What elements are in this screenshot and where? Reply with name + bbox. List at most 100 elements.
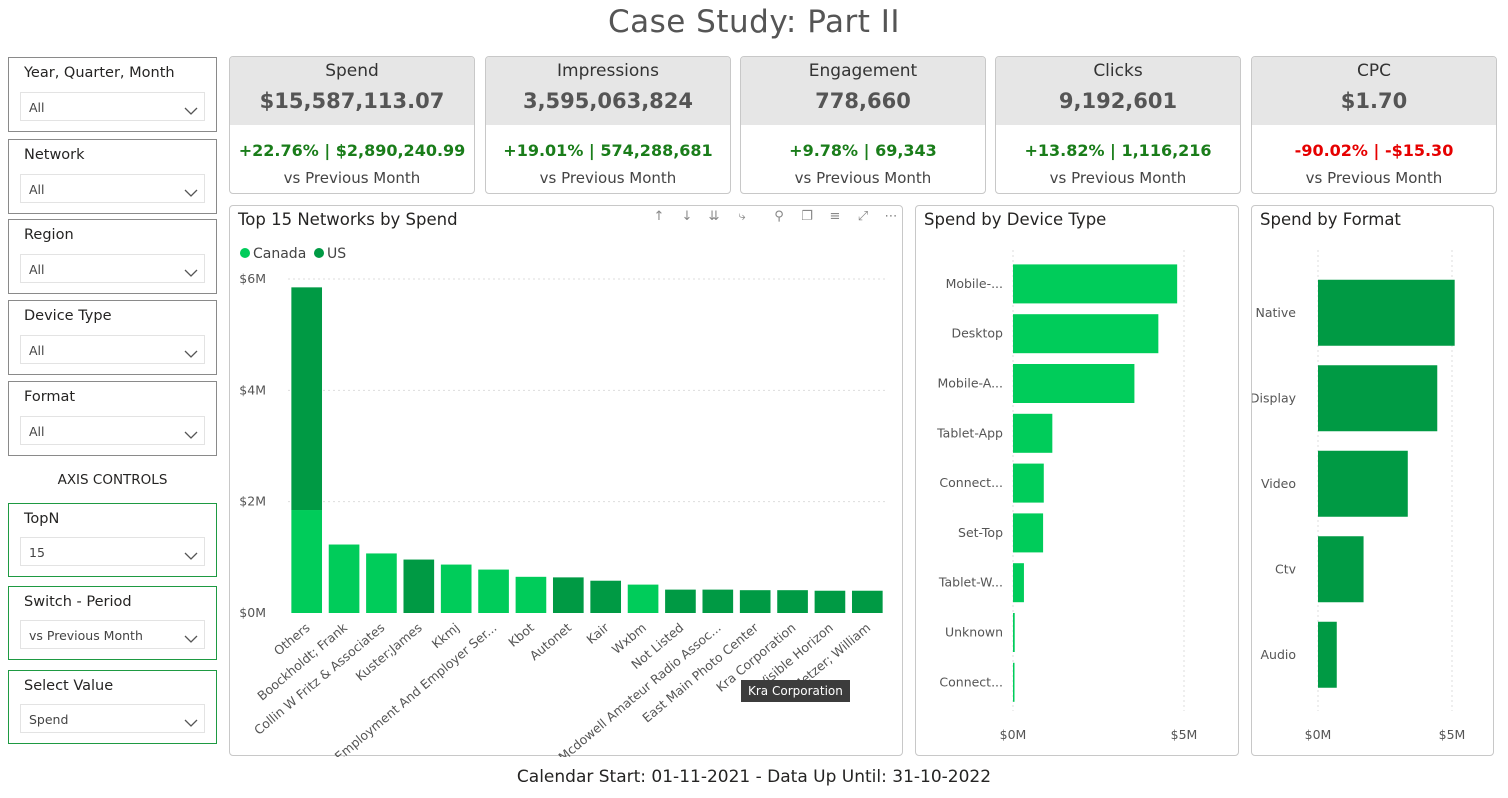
dropdown-value: Spend bbox=[29, 712, 69, 727]
bar-us bbox=[851, 590, 883, 613]
y-tick-label: Video bbox=[1261, 476, 1296, 491]
focus-mode-icon[interactable]: ⤢ bbox=[857, 209, 869, 224]
dropdown-value: 15 bbox=[29, 545, 45, 560]
slicer-label: Year, Quarter, Month bbox=[24, 65, 175, 81]
region-dropdown[interactable]: All bbox=[20, 254, 205, 283]
slicer-label: Format bbox=[24, 389, 76, 405]
bar-us bbox=[777, 590, 808, 613]
chevron-down-icon bbox=[184, 713, 198, 727]
bar bbox=[1318, 450, 1408, 517]
pin-icon[interactable]: ⚲ bbox=[774, 209, 784, 224]
kpi-comparison-label: vs Previous Month bbox=[539, 169, 677, 187]
kpi-value: $1.70 bbox=[1340, 89, 1408, 113]
filter-icon[interactable]: ≡ bbox=[829, 209, 841, 224]
switch-period-dropdown[interactable]: vs Previous Month bbox=[20, 620, 205, 649]
kpi-label: Clicks bbox=[1093, 61, 1143, 81]
y-tick-label: Tablet-W... bbox=[938, 575, 1003, 590]
kpi-delta: +9.78% | 69,343 bbox=[789, 141, 937, 160]
kpi-delta: +22.76% | $2,890,240.99 bbox=[238, 141, 466, 160]
kpi-card-clicks: Clicks 9,192,601 +13.82% | 1,116,216 vs Pre… bbox=[995, 56, 1241, 194]
kpi-comparison-label: vs Previous Month bbox=[283, 169, 421, 187]
kpi-label: Impressions bbox=[557, 61, 659, 81]
bar bbox=[1013, 662, 1015, 702]
x-tick-label: $0M bbox=[1000, 727, 1027, 742]
y-tick-label: Connect... bbox=[939, 674, 1003, 689]
bar-canada bbox=[291, 510, 323, 613]
chart-title: Top 15 Networks by Spend bbox=[238, 210, 458, 229]
kpi-card-engagement: Engagement 778,660 +9.78% | 69,343 vs Previ… bbox=[740, 56, 986, 194]
bar bbox=[1013, 314, 1159, 354]
format-slicer: Format All bbox=[8, 381, 217, 456]
kpi-comparison-label: vs Previous Month bbox=[794, 169, 932, 187]
bar-canada bbox=[366, 553, 397, 613]
legend-marker bbox=[240, 248, 250, 258]
chevron-down-icon bbox=[184, 183, 198, 197]
bar-us bbox=[403, 559, 435, 613]
legend-marker bbox=[314, 248, 324, 258]
format-dropdown[interactable]: All bbox=[20, 416, 205, 445]
kpi-delta: +19.01% | 574,288,681 bbox=[503, 141, 713, 160]
y-tick-label: Mobile-A... bbox=[938, 376, 1004, 391]
bar-canada bbox=[478, 569, 509, 613]
chevron-down-icon bbox=[184, 546, 198, 560]
topn-dropdown[interactable]: 15 bbox=[20, 537, 205, 566]
sort-descending-icon[interactable]: ↓ bbox=[681, 209, 693, 224]
slicer-label: Device Type bbox=[24, 308, 112, 324]
chevron-down-icon bbox=[184, 344, 198, 358]
x-tick-label: Kuster;James bbox=[353, 620, 425, 684]
y-tick-label: Display bbox=[1252, 390, 1297, 405]
bar-us bbox=[739, 590, 771, 613]
y-tick-label: Set-Top bbox=[958, 525, 1003, 540]
device-type-chart[interactable]: Spend by Device Type $0M $5M Mobile-... Des… bbox=[915, 205, 1239, 756]
device-type-dropdown[interactable]: All bbox=[20, 335, 205, 364]
select-value-slicer: Select Value Spend bbox=[8, 670, 217, 744]
chart-title: Spend by Format bbox=[1260, 210, 1401, 229]
format-chart[interactable]: Spend by Format $0M $5M Native Display Video… bbox=[1251, 205, 1494, 756]
dropdown-value: vs Previous Month bbox=[29, 628, 143, 643]
slicer-label: Switch - Period bbox=[24, 594, 132, 610]
bar-us bbox=[814, 590, 846, 613]
bar-canada bbox=[515, 576, 547, 613]
chevron-down-icon bbox=[184, 425, 198, 439]
dropdown-value: All bbox=[29, 424, 45, 439]
legend-label: Canada bbox=[253, 246, 306, 262]
chart-title: Spend by Device Type bbox=[924, 210, 1107, 229]
copy-icon[interactable]: ❐ bbox=[801, 209, 813, 224]
x-tick-label: Autonet bbox=[527, 620, 575, 663]
bar bbox=[1318, 365, 1438, 432]
more-options-icon[interactable]: ⋯ bbox=[884, 209, 898, 224]
bar-us bbox=[291, 287, 323, 511]
kpi-delta: -90.02% | -$15.30 bbox=[1294, 141, 1454, 160]
y-tick-label: $6M bbox=[239, 271, 266, 286]
chevron-down-icon bbox=[184, 263, 198, 277]
kpi-header bbox=[996, 57, 1240, 125]
y-tick-label: Unknown bbox=[945, 625, 1003, 640]
kpi-header bbox=[486, 57, 730, 125]
drill-down-icon[interactable]: ⤷ bbox=[738, 209, 746, 224]
expand-all-icon[interactable]: ⇊ bbox=[708, 209, 720, 224]
slicer-label: Region bbox=[24, 227, 74, 243]
kpi-card-impressions: Impressions 3,595,063,824 +19.01% | 574,28… bbox=[485, 56, 731, 194]
network-dropdown[interactable]: All bbox=[20, 174, 205, 203]
select-value-dropdown[interactable]: Spend bbox=[20, 704, 205, 733]
kpi-value: 778,660 bbox=[815, 89, 911, 113]
bar-canada bbox=[627, 584, 659, 613]
bar bbox=[1013, 463, 1044, 503]
kpi-card-spend: Spend $15,587,113.07 +22.76% | $2,890,240.… bbox=[229, 56, 475, 194]
bar bbox=[1318, 621, 1337, 688]
slicer-label: TopN bbox=[24, 511, 60, 527]
dropdown-value: All bbox=[29, 343, 45, 358]
period-dropdown[interactable]: All bbox=[20, 92, 205, 121]
network-slicer: Network All bbox=[8, 139, 217, 214]
bar bbox=[1013, 613, 1015, 652]
chart-tooltip: Kra Corporation bbox=[741, 680, 850, 702]
bar bbox=[1318, 536, 1364, 603]
top-networks-chart[interactable]: Top 15 Networks by Spend Canada US $0M $2M $… bbox=[229, 205, 903, 757]
bar-canada bbox=[440, 564, 472, 613]
y-tick-label: Connect... bbox=[939, 475, 1003, 490]
bar-us bbox=[552, 577, 584, 613]
axis-controls-heading: AXIS CONTROLS bbox=[57, 472, 168, 488]
x-tick-label: $5M bbox=[1439, 727, 1466, 742]
bar bbox=[1013, 364, 1135, 403]
sort-ascending-icon[interactable]: ↑ bbox=[653, 209, 665, 224]
